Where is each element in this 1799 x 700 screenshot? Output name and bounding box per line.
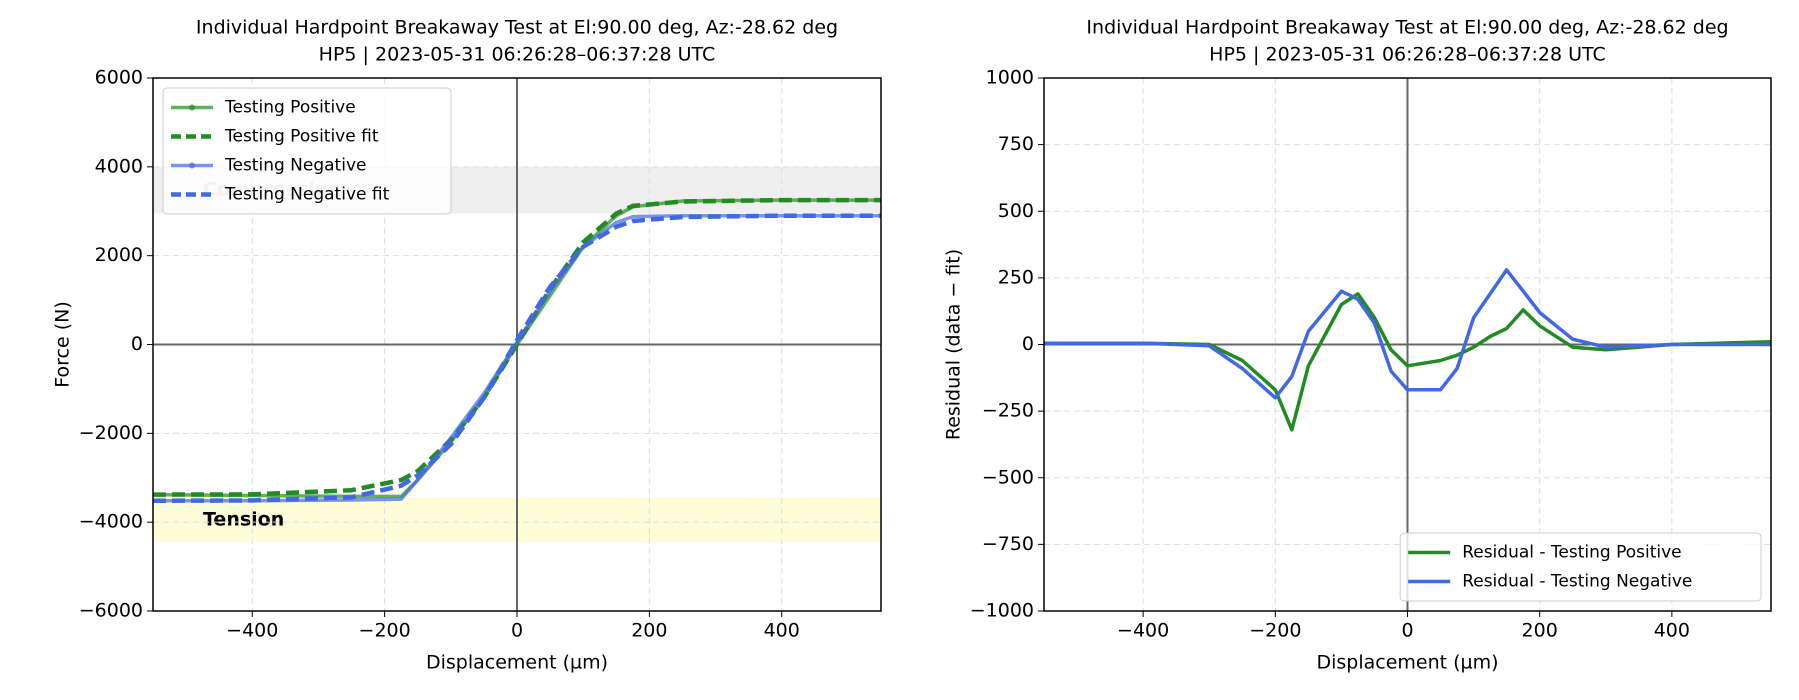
legend-label: Testing Negative xyxy=(224,156,366,176)
y-tick-label: 0 xyxy=(1022,333,1034,355)
y-tick-label: 750 xyxy=(998,133,1034,155)
legend: Testing Positive Testing Positive fit Test… xyxy=(162,87,452,215)
x-tick-label: −400 xyxy=(226,620,278,642)
y-tick-label: 2000 xyxy=(95,244,143,266)
y-axis-label: Force (N) xyxy=(52,301,74,387)
x-tick-label: 400 xyxy=(1654,620,1690,642)
y-tick-label: −6000 xyxy=(79,600,143,622)
x-tick-label: 400 xyxy=(764,620,800,642)
chart-title: Individual Hardpoint Breakaway Test at E… xyxy=(1086,17,1728,39)
y-axis-label: Residual (data − fit) xyxy=(943,249,965,440)
y-tick-label: −4000 xyxy=(79,511,143,533)
y-tick-label: −500 xyxy=(982,466,1034,488)
y-tick-label: −2000 xyxy=(79,422,143,444)
legend-label: Residual - Testing Negative xyxy=(1462,572,1692,592)
legend-label: Residual - Testing Positive xyxy=(1462,543,1681,563)
legend-label: Testing Positive fit xyxy=(224,127,379,147)
data-line xyxy=(1044,268,1771,400)
y-tick-label: 500 xyxy=(998,200,1034,222)
y-tick-label: 250 xyxy=(998,266,1034,288)
y-tick-label: 1000 xyxy=(986,67,1034,89)
legend-label: Testing Positive xyxy=(224,98,356,118)
x-tick-label: 200 xyxy=(631,620,667,642)
data-line xyxy=(1044,292,1772,432)
chart-title: Individual Hardpoint Breakaway Test at E… xyxy=(196,17,838,39)
y-tick-label: 6000 xyxy=(95,67,143,89)
legend-box xyxy=(1399,532,1762,602)
chart-subtitle: HP5 | 2023-05-31 06:26:28–06:37:28 UTC xyxy=(319,44,716,66)
x-tick-label: 200 xyxy=(1522,620,1558,642)
x-tick-label: 0 xyxy=(511,620,523,642)
chart-subtitle: HP5 | 2023-05-31 06:26:28–06:37:28 UTC xyxy=(1209,44,1606,66)
x-axis-label: Displacement (µm) xyxy=(426,652,608,674)
x-axis-label: Displacement (µm) xyxy=(1316,652,1498,674)
legend-label: Testing Negative fit xyxy=(224,185,390,205)
y-tick-label: −250 xyxy=(982,400,1034,422)
x-tick-label: −200 xyxy=(1249,620,1301,642)
x-tick-label: −400 xyxy=(1117,620,1169,642)
legend-marker xyxy=(189,104,195,111)
band-label: Tension xyxy=(203,508,284,530)
y-tick-label: 4000 xyxy=(95,155,143,177)
y-tick-label: −750 xyxy=(982,533,1034,555)
legend-box xyxy=(162,87,452,215)
data-line xyxy=(153,213,881,503)
y-tick-label: 0 xyxy=(131,333,143,355)
data-line xyxy=(152,213,881,504)
y-tick-label: −1000 xyxy=(970,600,1034,622)
x-tick-label: 0 xyxy=(1401,620,1413,642)
x-tick-label: −200 xyxy=(359,620,411,642)
plot-frame xyxy=(1043,77,1772,612)
legend-marker xyxy=(189,162,195,169)
legend: Residual - Testing Positive Residual - Te… xyxy=(1399,532,1762,602)
plot-frame xyxy=(152,77,882,612)
